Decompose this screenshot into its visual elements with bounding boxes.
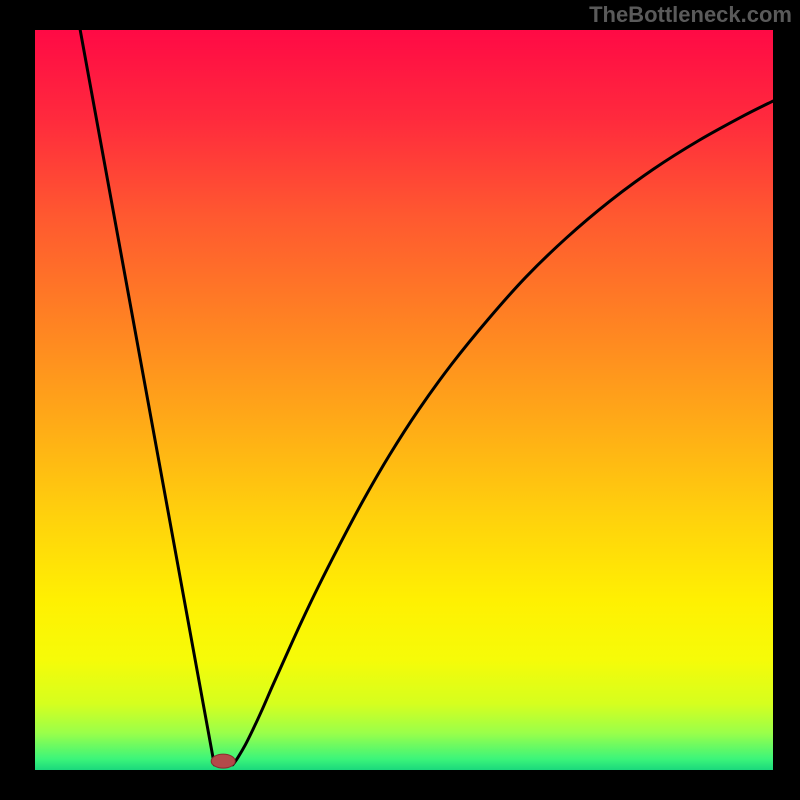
plot-background [35,30,773,770]
chart-container: TheBottleneck.com [0,0,800,800]
minimum-marker [211,754,235,768]
bottleneck-chart [0,0,800,800]
